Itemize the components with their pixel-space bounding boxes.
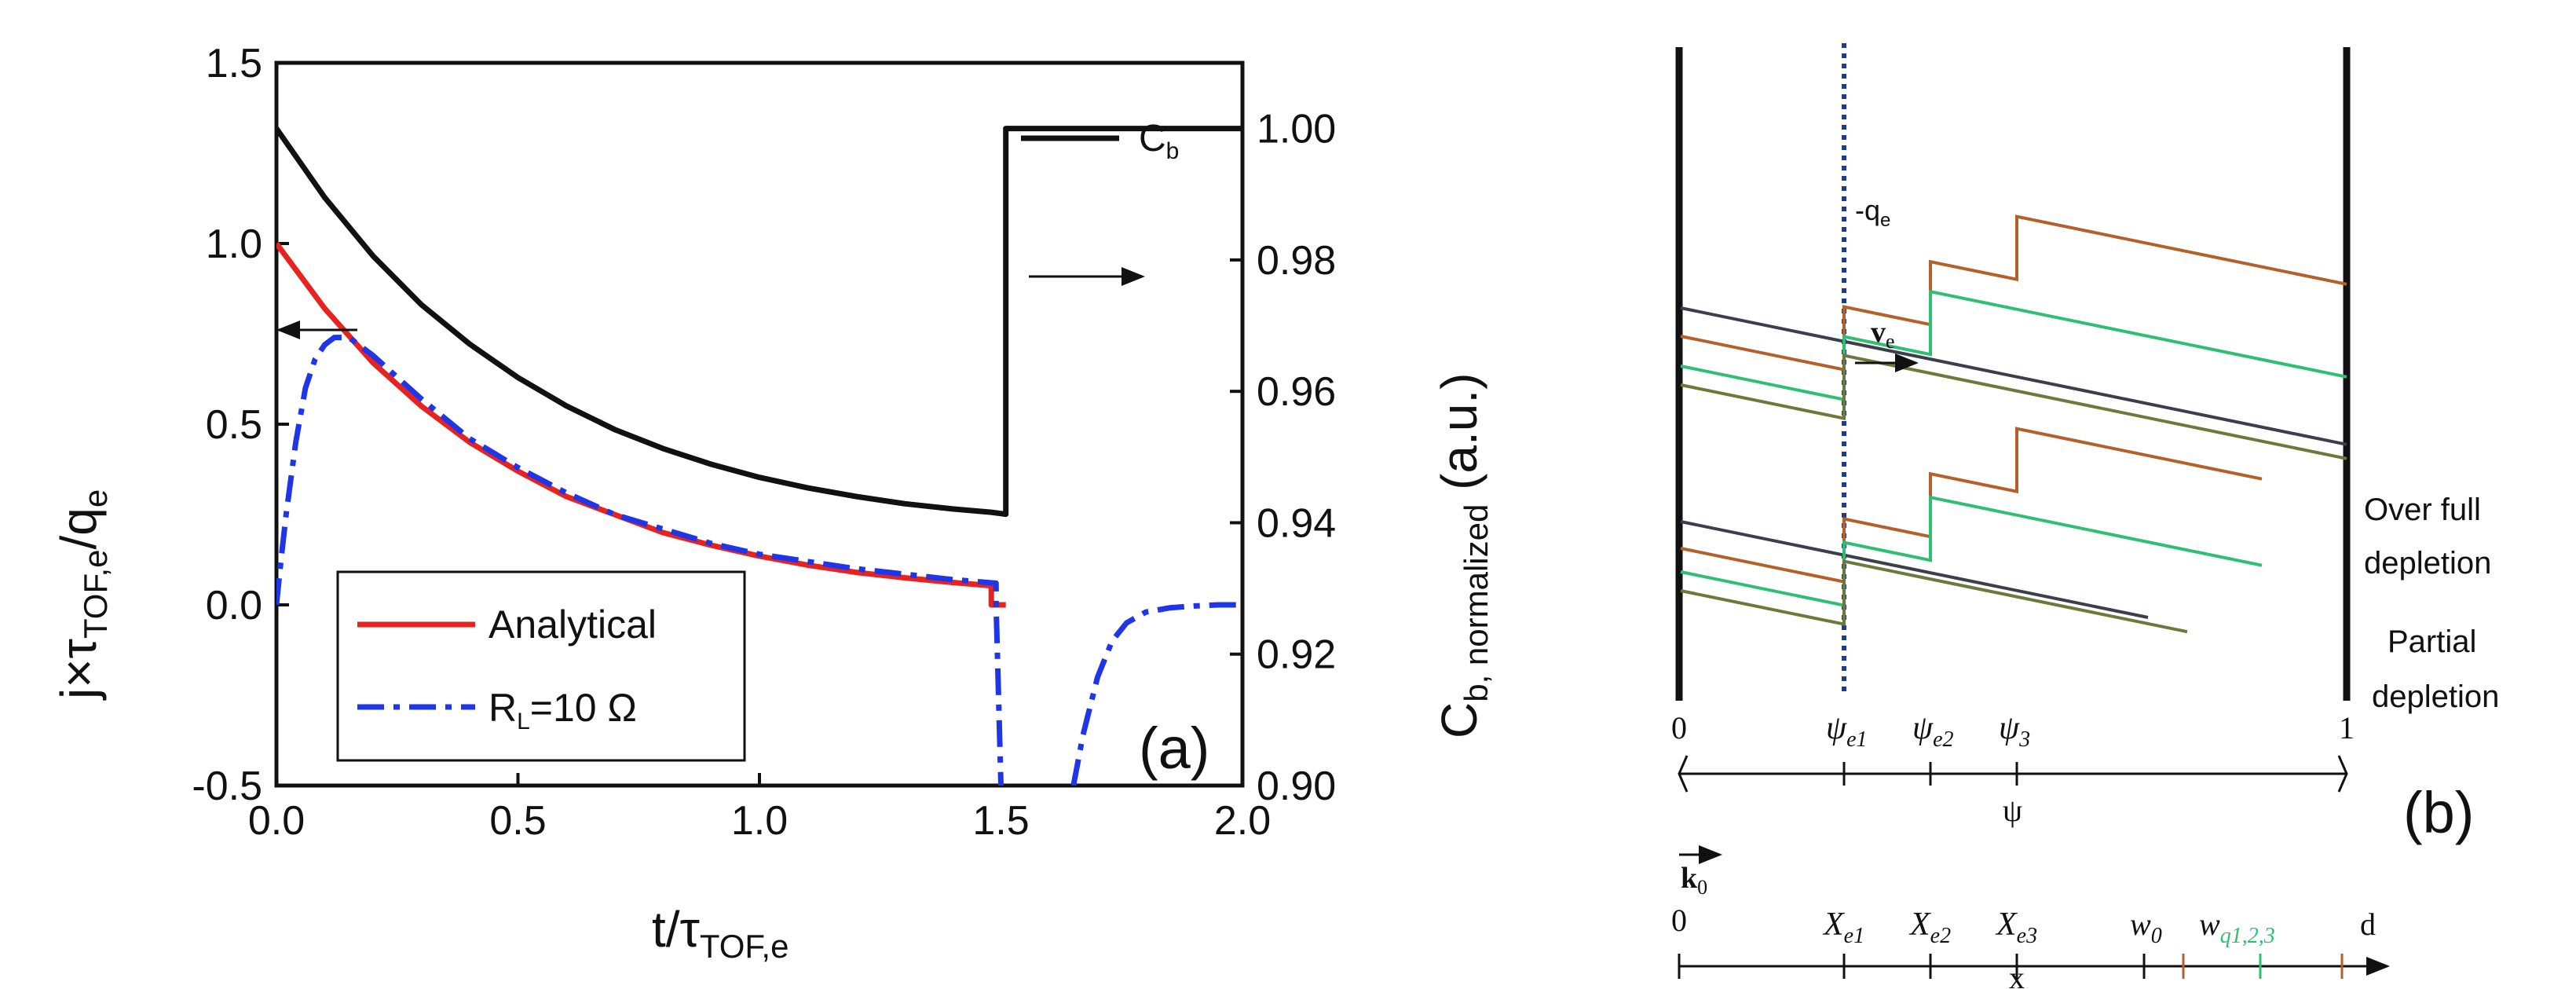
field-line-top-olive	[1680, 353, 2347, 460]
ve-label: ve	[1871, 316, 1895, 353]
x-tick-label: 0.0	[248, 798, 305, 844]
k0-label: k0	[1681, 862, 1707, 899]
x-axis-title: x	[2009, 960, 2025, 989]
y2-tick-label: 1.00	[1257, 107, 1336, 152]
y2-axis-title: Cb, normalized (a.u.)	[1431, 373, 1495, 739]
panel-a-series	[276, 126, 1242, 786]
cb-series-label: Cb	[1139, 118, 1179, 164]
partial-label-2: depletion	[2372, 679, 2499, 714]
over-full-label-1: Over full	[2364, 493, 2481, 527]
x-tick-label: 2.0	[1214, 798, 1271, 844]
legend-rl-label: RL=10 Ω	[488, 686, 637, 734]
psi-axis-title: ψ	[2003, 793, 2022, 828]
y2-tick-label: 0.96	[1257, 369, 1336, 415]
series-line-analytical	[276, 241, 1006, 608]
field-line-bottom-gray	[1680, 520, 2149, 619]
y2-tick-label: 0.98	[1257, 238, 1336, 284]
y-axis-title: j×τTOF,e/qe	[50, 489, 114, 701]
x-tick-wq: wq1,2,3	[2199, 907, 2275, 948]
x-tick-w0: w0	[2130, 907, 2162, 948]
partial-label-1: Partial	[2388, 625, 2476, 659]
legend: Analytical RL=10 Ω	[336, 570, 746, 762]
x-tick-0: 0	[1671, 903, 1687, 938]
field-line-top-green	[1680, 289, 2347, 402]
series-line-cb	[276, 126, 1242, 518]
y2-tick-label: 0.92	[1257, 632, 1336, 678]
x-axis: 0 Xe1 Xe2 Xe3 w0 wq1,2,3 d x	[1671, 903, 2390, 989]
minus-qe-label: -qe	[1855, 194, 1890, 231]
legend-box	[336, 570, 746, 762]
y-tick-label: -0.5	[192, 764, 262, 809]
psi-tick-e1: ψe1	[1826, 710, 1868, 752]
y-tick-label: 1.0	[206, 222, 262, 267]
x-tick-e1: Xe1	[1822, 907, 1864, 948]
field-line-bottom-olive	[1680, 559, 2188, 634]
x-tick-label: 1.5	[972, 798, 1029, 844]
y2-tick-label: 0.90	[1257, 764, 1336, 809]
field-line-bottom-green	[1680, 495, 2263, 608]
x-tick-label: 0.5	[489, 798, 546, 844]
panel-b-label: (b)	[2403, 780, 2474, 845]
y2-tick-label: 0.94	[1257, 500, 1336, 546]
x-tick-e3: Xe3	[1995, 907, 2037, 948]
legend-analytical-label: Analytical	[488, 603, 657, 647]
y-tick-label: 1.5	[206, 41, 262, 86]
series-line-rl10	[276, 335, 1004, 786]
field-line-top-brown	[1680, 214, 2347, 372]
psi-axis: 0 ψe1 ψe2 ψ3 1 ψ	[1671, 710, 2355, 828]
x-tick-d: d	[2360, 907, 2376, 942]
x-tick-e2: Xe2	[1908, 907, 1951, 948]
panel-a-label: (a)	[1139, 716, 1209, 781]
y-tick-label: 0.0	[206, 583, 262, 628]
over-full-label-2: depletion	[2364, 546, 2491, 581]
field-lines	[1680, 214, 2347, 634]
x-tick-label: 1.0	[731, 798, 788, 844]
psi-tick-1: 1	[2339, 710, 2355, 745]
psi-tick-3: ψ3	[1999, 710, 2030, 752]
y-tick-label: 0.5	[206, 402, 262, 448]
x-axis-title: t/τTOF,e	[652, 901, 789, 965]
psi-tick-e2: ψe2	[1912, 710, 1954, 752]
psi-tick-0: 0	[1671, 710, 1687, 745]
panel-a-axes: 0.0 0.5 1.0 1.5 2.0-0.50.00.51.01.50.900.920…	[192, 41, 1336, 844]
panel-b: -qe ve Over full depletion Partial deple…	[1671, 43, 2499, 989]
field-line-top-gray	[1680, 306, 2347, 446]
panel-a: 0.0 0.5 1.0 1.5 2.0-0.50.00.51.01.50.900.920…	[50, 41, 1495, 965]
